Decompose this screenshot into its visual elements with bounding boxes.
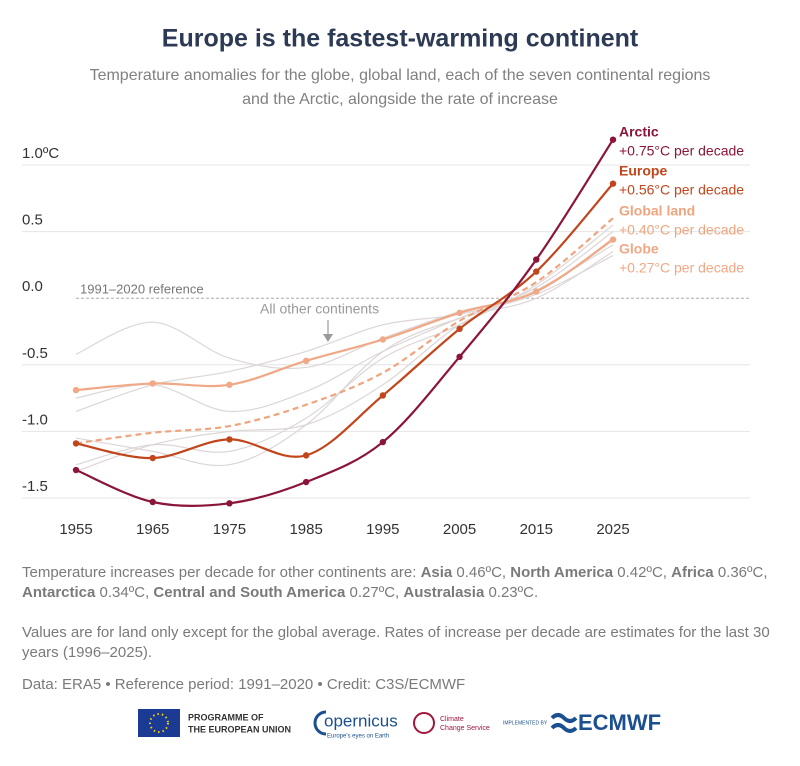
logo-text: Europe's eyes on Earth [327, 734, 389, 740]
y-tick-label: 0.0 [22, 278, 43, 295]
logos: PROGRAMME OF THE EUROPEAN UNION opernicu… [138, 709, 661, 740]
point [226, 381, 233, 388]
continent-name: Australasia [403, 584, 485, 601]
x-tick-label: 2005 [443, 521, 476, 538]
c3s-icon [413, 712, 435, 734]
series-rate: +0.75°C per decade [619, 143, 744, 159]
note-continents: Temperature increases per decade for oth… [22, 563, 782, 603]
annotation-arrowhead [323, 334, 333, 342]
series-label: Arctic [619, 124, 659, 140]
chart: Europe is the fastest-warming continent … [22, 25, 750, 538]
point [609, 236, 617, 243]
point [533, 268, 540, 275]
series-label: Global land [619, 203, 695, 219]
continent-rate: 0.27ºC, [349, 584, 400, 601]
chart-subtitle: and the Arctic, alongside the rate of in… [242, 91, 558, 108]
point [72, 386, 80, 394]
continent-rate: 0.36ºC, [717, 564, 768, 581]
y-tick-label: -0.5 [22, 345, 48, 362]
line [75, 217, 614, 445]
line [75, 231, 614, 413]
y-tick-label: -1.5 [22, 478, 48, 495]
point [533, 256, 540, 263]
continent-name: Antarctica [22, 584, 96, 601]
note-text: Temperature increases per decade for oth… [22, 564, 417, 581]
continent-name: Asia [420, 564, 453, 581]
point [302, 357, 310, 365]
y-tick-label: -1.0 [22, 411, 48, 428]
series-rate: +0.40°C per decade [619, 222, 744, 238]
x-tick-label: 1985 [289, 521, 322, 538]
continent-rate: 0.46ºC, [456, 564, 507, 581]
continent-name: Central and South America [153, 584, 346, 601]
x-tick-label: 2015 [520, 521, 553, 538]
chart-subtitle: Temperature anomalies for the globe, glo… [90, 67, 711, 84]
continent-rate: 0.34ºC, [99, 584, 150, 601]
line [75, 182, 614, 460]
eu-stars [149, 713, 169, 733]
series-rate: +0.56°C per decade [619, 182, 744, 198]
point [533, 288, 540, 295]
continent-rate: 0.23ºC. [488, 584, 539, 601]
line [75, 244, 614, 472]
logo-text: THE EUROPEAN UNION [188, 724, 291, 734]
logo-text: ECMWF [578, 710, 661, 735]
point [72, 440, 80, 447]
point [379, 336, 387, 343]
copernicus-c [313, 710, 327, 736]
point [149, 498, 156, 506]
logo-text: PROGRAMME OF [188, 712, 264, 722]
point [456, 325, 463, 333]
y-tick-label: 1.0ºC [22, 145, 59, 162]
reference-label: 1991–2020 reference [80, 281, 204, 296]
x-tick-label: 1955 [59, 521, 92, 538]
continent-name: Africa [671, 564, 714, 581]
logo-text: Change Service [440, 725, 490, 732]
point [226, 436, 233, 443]
point [226, 500, 233, 507]
x-tick-label: 1995 [366, 521, 399, 538]
x-tick-label: 1975 [213, 521, 246, 538]
logo-text: opernicus [324, 711, 398, 730]
logo-text: IMPLEMENTED BY [503, 720, 548, 726]
point [149, 380, 156, 387]
point [379, 438, 387, 446]
line [75, 224, 614, 466]
series-rate: +0.27°C per decade [619, 260, 744, 276]
point [456, 353, 463, 361]
y-tick-label: 0.5 [22, 212, 43, 229]
note-method: Values are for land only except for the … [22, 624, 770, 661]
point [302, 452, 310, 459]
series-label: Globe [619, 241, 659, 257]
point [379, 392, 387, 399]
line [75, 251, 614, 467]
continent-name: North America [510, 564, 614, 581]
x-tick-label: 2025 [596, 521, 629, 538]
continent-rate: 0.42ºC, [617, 564, 667, 581]
chart-title: Europe is the fastest-warming continent [162, 25, 639, 53]
point [72, 466, 80, 474]
grid [22, 164, 750, 499]
x-tick-label: 1965 [136, 521, 169, 538]
annotation: All other continents [260, 301, 379, 317]
note-source: Data: ERA5 • Reference period: 1991–2020… [22, 676, 466, 693]
series-label: Europe [619, 163, 667, 179]
point [302, 478, 310, 486]
point [149, 454, 156, 462]
ecmwf-icon [550, 713, 578, 733]
point [609, 136, 617, 143]
logo-text: Climate [440, 716, 464, 723]
point [456, 309, 463, 317]
point [609, 180, 617, 187]
